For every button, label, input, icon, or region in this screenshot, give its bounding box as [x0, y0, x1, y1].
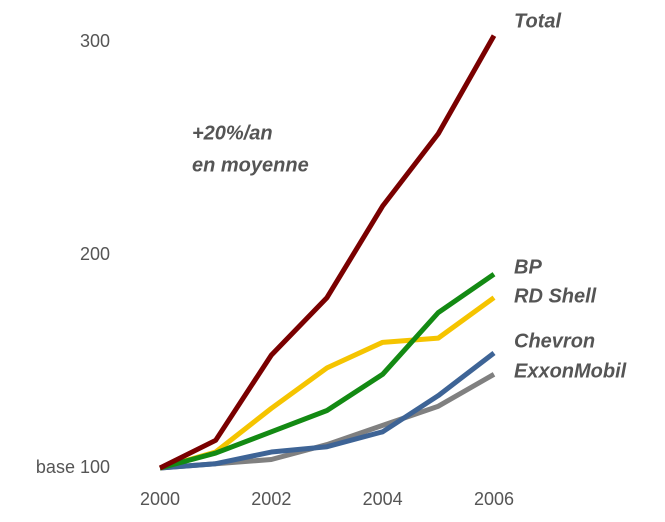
x-tick-label: 2000 — [140, 489, 180, 509]
series-label: Total — [514, 10, 561, 32]
series-label: BP — [514, 256, 542, 278]
x-tick-label: 2006 — [474, 489, 514, 509]
y-tick-label: 200 — [80, 244, 110, 264]
annotation: en moyenne — [192, 154, 309, 176]
annotation: +20%/an — [192, 122, 273, 144]
series-label: Chevron — [514, 330, 595, 352]
x-tick-label: 2002 — [251, 489, 291, 509]
series-label: ExxonMobil — [514, 360, 627, 382]
line — [158, 34, 497, 471]
line — [159, 272, 496, 471]
y-tick-label: 300 — [80, 31, 110, 51]
x-tick-label: 2004 — [363, 489, 403, 509]
line — [159, 350, 496, 471]
y-tick-label: base 100 — [36, 457, 110, 477]
series-label: RD Shell — [514, 285, 597, 307]
